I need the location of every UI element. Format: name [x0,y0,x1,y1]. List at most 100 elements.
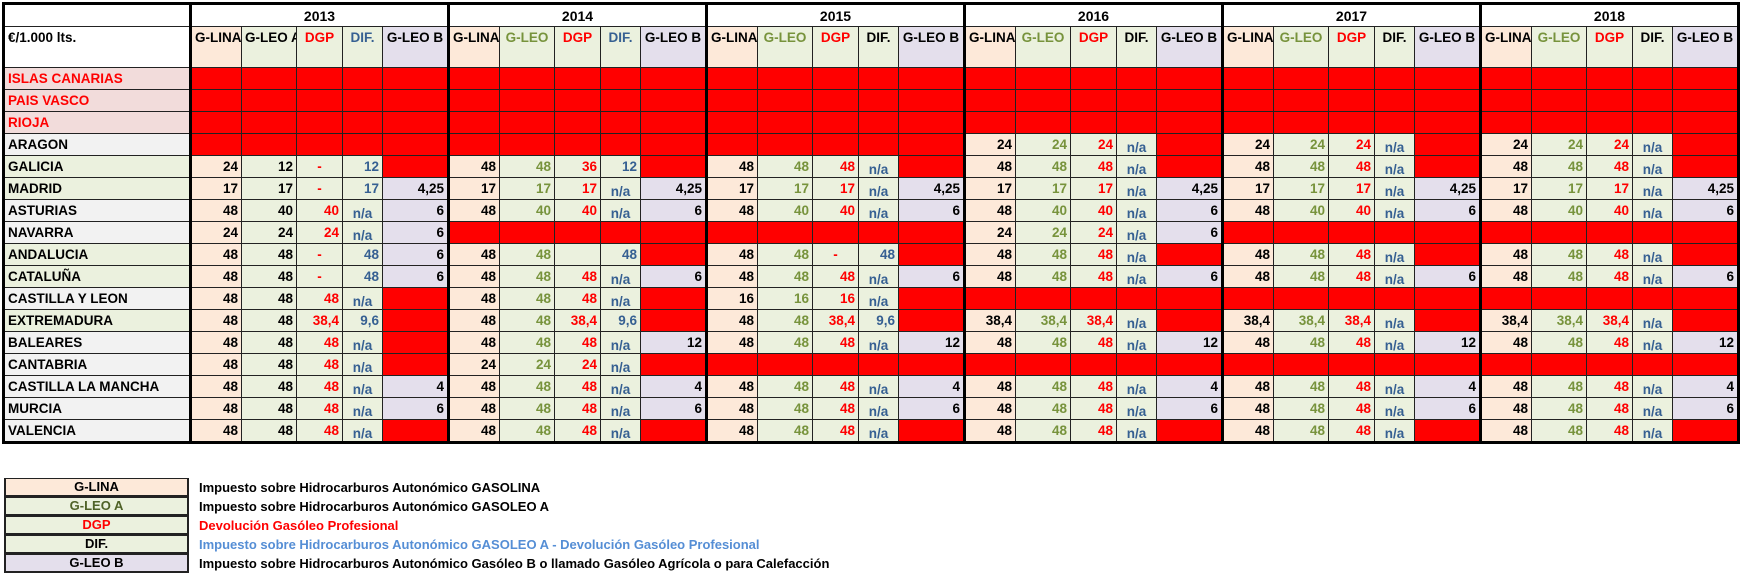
value-cell: 48 [447,375,500,398]
value-cell: 48 [1586,419,1633,443]
value-cell: 17 [1070,177,1117,200]
value-cell: 40 [241,199,297,222]
legend-code: DIF. [4,535,189,554]
value-cell: n/a [600,199,641,222]
unavailable-cell [1672,221,1739,244]
unavailable-cell [858,133,899,156]
value-cell: 48 [447,331,500,354]
unavailable-cell [499,133,555,156]
legend-code: G-LEO A [4,497,189,516]
unavailable-cell [705,221,758,244]
value-cell: 24 [1479,133,1532,156]
unavailable-cell [1156,243,1223,266]
value-cell: 48 [241,309,297,332]
legend-description: Impuesto sobre Hidrocarburos Autonómico … [199,556,830,571]
value-cell: 48 [189,309,242,332]
value-cell: 48 [447,155,500,178]
unavailable-cell [1414,243,1481,266]
value-cell: 48 [1328,331,1375,354]
column-header: G-LINA [447,26,500,68]
value-cell: 4,25 [640,177,707,200]
value-cell: 48 [1328,243,1375,266]
year-header: 2016 [963,3,1223,27]
value-cell: 48 [705,397,758,420]
unavailable-cell [1374,221,1415,244]
unavailable-cell [296,67,343,90]
value-cell: 48 [1221,265,1274,288]
unavailable-cell [640,287,707,310]
unavailable-cell [1116,287,1157,310]
value-cell: 4,25 [1156,177,1223,200]
legend-code: G-LEO B [4,554,189,573]
value-cell: 48 [1221,155,1274,178]
value-cell: 48 [296,331,343,354]
unavailable-cell [1414,89,1481,112]
unavailable-cell [640,243,707,266]
region-label: EXTREMADURA [3,309,192,332]
value-cell: 24 [1328,133,1375,156]
table-row: ASTURIAS 48 40 40 n/a 6 48 40 40 n/a 6 48 40 40 n/a 6 48… [3,199,1739,222]
unavailable-cell [1374,353,1415,376]
value-cell: 24 [1015,133,1071,156]
unavailable-cell [554,89,601,112]
legend-row-g-leo-a: G-LEO A Impuesto sobre Hidrocarburos Aut… [4,497,829,516]
unavailable-cell [1672,309,1739,332]
unavailable-cell [1672,287,1739,310]
value-cell: 4,25 [1672,177,1739,200]
region-label: ANDALUCIA [3,243,192,266]
value-cell: 24 [296,221,343,244]
value-cell: 48 [1328,419,1375,443]
unavailable-cell [1586,287,1633,310]
value-cell: 6 [1414,397,1481,420]
column-header: DGP [1586,26,1633,68]
unavailable-cell [600,221,641,244]
value-cell: 48 [1015,155,1071,178]
value-cell: 48 [554,375,601,398]
value-cell: 6 [640,199,707,222]
value-cell: n/a [1116,397,1157,420]
column-header: G-LINA [1221,26,1274,68]
unavailable-cell [1015,89,1071,112]
corner-cell [3,3,192,27]
unavailable-cell [499,111,555,134]
legend-row-g-leo-b: G-LEO B Impuesto sobre Hidrocarburos Aut… [4,554,829,573]
value-cell: n/a [1116,177,1157,200]
value-cell: 48 [1479,199,1532,222]
table-row: ARAGON 24 24 24 n/a 24 24 24 n/a 24 24 24 n/a [3,133,1739,156]
unavailable-cell [1414,353,1481,376]
value-cell: n/a [342,287,383,310]
unavailable-cell [382,331,449,354]
column-header: G-LEO [499,26,555,68]
value-cell: 48 [858,243,899,266]
unavailable-cell [757,133,813,156]
value-cell: 48 [1070,397,1117,420]
value-cell: 48 [189,331,242,354]
legend-row-g-lina: G-LINA Impuesto sobre Hidrocarburos Auto… [4,478,829,497]
value-cell: 24 [499,353,555,376]
unavailable-cell [1328,221,1375,244]
value-cell: 24 [963,133,1016,156]
unavailable-cell [640,221,707,244]
value-cell: 6 [1672,265,1739,288]
value-cell: 16 [812,287,859,310]
value-cell: 4,25 [382,177,449,200]
value-cell: 17 [1221,177,1274,200]
unavailable-cell [1672,419,1739,443]
value-cell: 40 [812,199,859,222]
unavailable-cell [554,67,601,90]
unit-label: €/1.000 lts. [3,26,192,68]
column-header: G-LEO B [1414,26,1481,68]
value-cell: 48 [1586,375,1633,398]
value-cell: 40 [554,199,601,222]
value-cell: 6 [1156,199,1223,222]
unavailable-cell [858,67,899,90]
value-cell: n/a [858,265,899,288]
value-cell: 17 [554,177,601,200]
value-cell: 40 [296,199,343,222]
value-cell: 48 [1586,243,1633,266]
value-cell: 48 [241,419,297,443]
value-cell: 24 [1586,133,1633,156]
value-cell: 17 [705,177,758,200]
value-cell: 6 [1672,397,1739,420]
value-cell: 17 [1015,177,1071,200]
